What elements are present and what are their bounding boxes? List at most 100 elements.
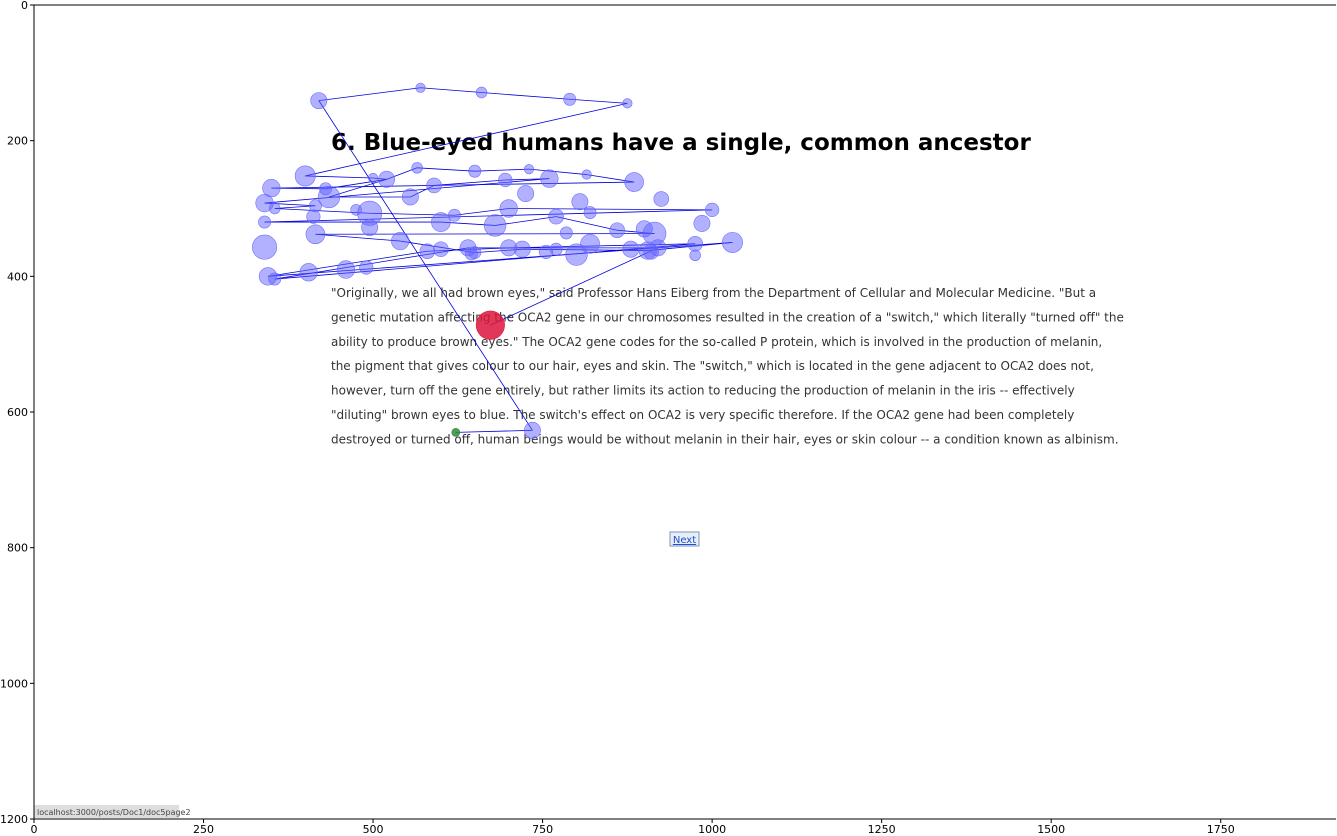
next-link[interactable]: Next	[673, 535, 696, 546]
fixation-point	[468, 164, 482, 178]
scanpath-segment	[508, 208, 713, 211]
fixation-point	[411, 162, 423, 174]
x-tick-label: 500	[363, 823, 384, 836]
y-tick-label: 0	[21, 0, 28, 12]
fixation-point	[721, 231, 743, 253]
fixation-point	[426, 177, 442, 194]
fixation-point	[523, 164, 535, 175]
fixation-point	[361, 219, 379, 236]
fixation-point	[498, 172, 513, 188]
x-tick-label: 1750	[1207, 823, 1235, 836]
fixation-points	[252, 82, 743, 439]
fixation-point	[262, 179, 281, 198]
scanpath-segment	[274, 205, 316, 209]
fixation-point	[305, 224, 326, 245]
paragraph-line: "diluting" brown eyes to blue. The switc…	[331, 408, 1074, 422]
last-fixation-point	[475, 310, 505, 340]
y-tick-label: 1000	[0, 677, 28, 690]
scanpath-segment	[556, 216, 618, 231]
fixation-point	[419, 243, 436, 259]
x-tick-label: 1500	[1037, 823, 1065, 836]
fixation-point	[540, 169, 559, 188]
fixation-point	[653, 191, 670, 207]
stimulus-title: 6. Blue-eyed humans have a single, commo…	[331, 130, 1031, 156]
paragraph-line: genetic mutation affecting the OCA2 gene…	[331, 310, 1124, 324]
y-tick-label: 200	[7, 135, 28, 148]
y-tick-label: 600	[7, 406, 28, 419]
scanpath-segment	[305, 102, 628, 177]
paragraph-line: the pigment that gives colour to our hai…	[331, 359, 1094, 373]
fixation-point	[583, 206, 597, 219]
fixation-point	[336, 260, 356, 279]
x-tick-label: 1000	[698, 823, 726, 836]
fixation-point	[689, 249, 701, 262]
fixation-point	[622, 240, 640, 258]
scanpath-segment	[474, 168, 530, 172]
status-url: localhost:3000/posts/Doc1/doc5page2	[37, 808, 191, 817]
scanpath-segment	[455, 429, 533, 433]
scanpath-segment	[420, 87, 482, 93]
fixation-point	[317, 185, 341, 209]
fixation-point	[269, 202, 281, 215]
fixation-point	[581, 169, 592, 180]
scanpath-segment	[434, 179, 506, 186]
fixation-point	[448, 208, 461, 222]
fixation-point	[431, 212, 451, 232]
fixation-point	[517, 185, 535, 203]
fixation-point	[513, 240, 531, 258]
fixation-point	[483, 214, 507, 237]
fixation-point	[499, 199, 518, 218]
fixation-point	[268, 272, 282, 286]
fixation-point	[624, 172, 644, 192]
fixation-point	[622, 98, 633, 109]
fixation-point	[468, 246, 482, 259]
fixation-point	[705, 202, 720, 217]
fixation-point	[368, 172, 379, 184]
fixation-point	[299, 263, 318, 282]
fixation-point	[609, 222, 625, 238]
x-tick-label: 250	[193, 823, 214, 836]
scanpath-segment	[315, 233, 401, 242]
scanpath-segment	[318, 87, 421, 102]
paragraph-line: destroyed or turned off, human beings wo…	[331, 432, 1119, 446]
x-tick-label: 750	[532, 823, 553, 836]
fixation-point	[359, 260, 374, 275]
fixation-point	[433, 241, 449, 257]
scanpath-segment	[490, 247, 659, 326]
fixation-point	[391, 231, 410, 251]
paragraph-line: ability to produce brown eyes." The OCA2…	[331, 335, 1102, 349]
scanpath-segment	[305, 175, 374, 179]
x-tick-label: 1250	[868, 823, 896, 836]
x-tick-label: 0	[31, 823, 38, 836]
fixation-point	[475, 86, 488, 99]
fixation-point	[415, 82, 426, 93]
scanpath-segment	[528, 168, 587, 175]
fixation-point	[571, 193, 589, 211]
paragraph-line: however, turn off the gene entirely, but…	[331, 384, 1075, 398]
next-button-frame[interactable]	[669, 531, 700, 547]
status-bar	[34, 805, 179, 818]
fixation-point	[258, 215, 271, 229]
fixation-point	[310, 92, 328, 110]
fixation-point	[378, 170, 396, 188]
y-tick-label: 800	[7, 542, 28, 555]
fixation-point	[693, 214, 711, 232]
scanpath-segment	[481, 92, 570, 100]
scanpath-segment	[264, 209, 713, 223]
y-tick-label: 1200	[0, 813, 28, 826]
fixation-point	[294, 165, 316, 187]
fixation-point	[401, 188, 419, 206]
fixation-point	[306, 209, 321, 224]
first-fixation-point	[451, 427, 461, 437]
fixation-point	[563, 92, 577, 106]
fixation-point	[687, 236, 703, 252]
fixation-point	[252, 234, 278, 260]
fixation-point	[549, 242, 563, 256]
fixation-point	[559, 226, 573, 240]
fixation-point	[580, 233, 600, 254]
scanpath-segment	[417, 167, 475, 172]
paragraph-line: "Originally, we all had brown eyes," sai…	[331, 286, 1096, 300]
scanpath-segment	[318, 100, 533, 431]
